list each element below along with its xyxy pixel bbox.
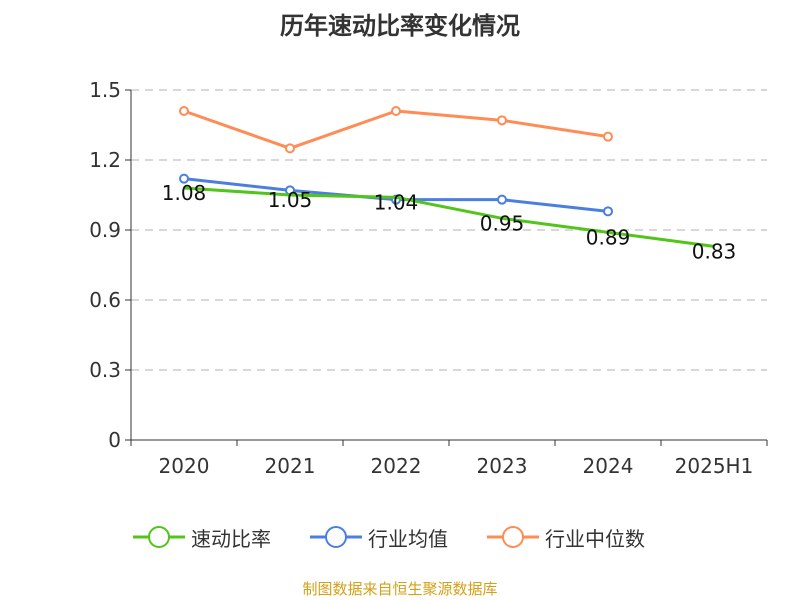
- series-line-2: [183, 109, 609, 150]
- legend-item[interactable]: 行业均值: [310, 522, 448, 552]
- legend-marker-icon: [310, 526, 362, 548]
- x-tick-label: 2021: [265, 454, 316, 478]
- y-tick-label: 0.6: [89, 288, 121, 312]
- legend-item[interactable]: 速动比率: [133, 522, 271, 552]
- x-tick-label: 2022: [371, 454, 422, 478]
- y-tick-label: 1.2: [89, 148, 121, 172]
- source-note: 制图数据来自恒生聚源数据库: [302, 580, 498, 598]
- data-point: [497, 115, 507, 126]
- y-tick-label: 1.5: [89, 78, 121, 102]
- legend-label: 速动比率: [191, 526, 271, 551]
- data-label: 0.89: [586, 225, 631, 249]
- legend-marker-icon: [487, 526, 539, 548]
- series-line-0: [183, 186, 715, 248]
- x-tick-label: 2025H1: [675, 454, 754, 478]
- data-label: 0.95: [480, 211, 525, 235]
- x-tick-label: 2020: [159, 454, 210, 478]
- legend-label: 行业中位数: [545, 526, 645, 551]
- data-point: [603, 131, 613, 142]
- data-point: [497, 194, 507, 205]
- x-tick-label: 2023: [477, 454, 528, 478]
- y-tick-label: 0.3: [89, 358, 121, 382]
- data-label: 1.04: [374, 190, 419, 214]
- chart-title: 历年速动比率变化情况: [280, 12, 520, 40]
- x-tick-label: 2024: [583, 454, 634, 478]
- data-point: [391, 106, 401, 116]
- data-point: [603, 206, 613, 217]
- data-point: [285, 143, 295, 154]
- data-point: [179, 106, 189, 116]
- legend-marker-icon: [133, 526, 185, 548]
- y-tick-label: 0.9: [89, 218, 121, 242]
- legend-label: 行业均值: [368, 526, 448, 551]
- data-label: 0.83: [692, 239, 737, 263]
- data-label: 1.08: [162, 181, 207, 205]
- data-label: 1.05: [268, 188, 313, 212]
- data-point: [179, 173, 189, 184]
- legend-item[interactable]: 行业中位数: [487, 522, 645, 552]
- y-tick-label: 0: [108, 428, 121, 452]
